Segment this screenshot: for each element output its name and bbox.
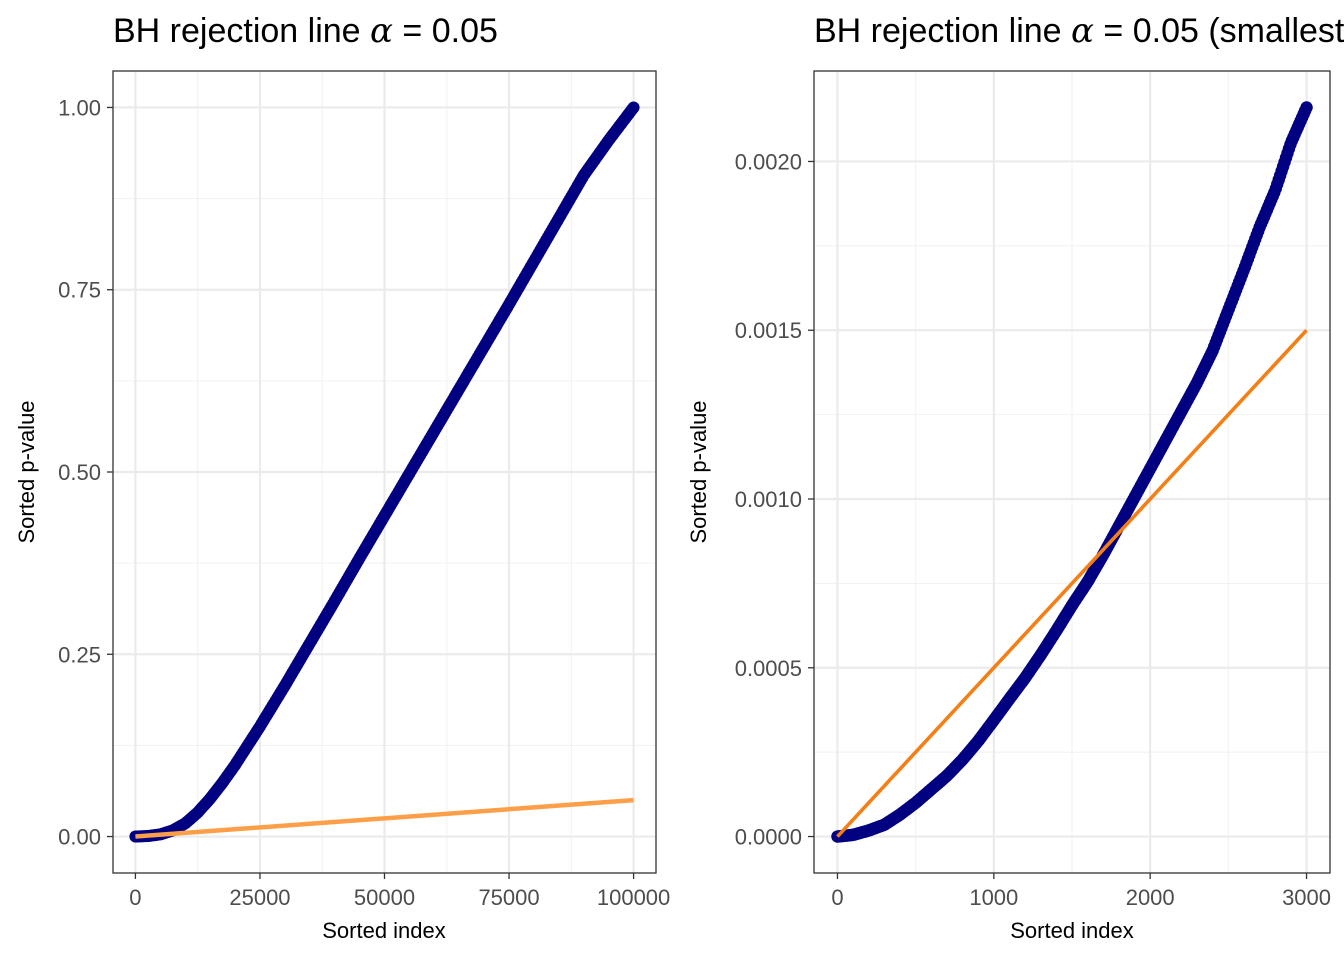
panel-right-title: BH rejection line α = 0.05 (smallest (814, 11, 1344, 51)
panel-left-y-tick-label: 0.75 (58, 278, 101, 303)
panel-right-grid (814, 71, 1330, 873)
panel-left-y-axis: 0.00 0.25 0.50 0.75 1.00 (58, 95, 113, 850)
panel-left-y-tick-label: 1.00 (58, 95, 101, 120)
panel-left-y-tick-label: 0.00 (58, 825, 101, 850)
panel-right-y-axis: 0.0000 0.0005 0.0010 0.0015 0.0020 (735, 149, 814, 850)
panel-left: BH rejection line α = 0.05 0 25000 50000 75… (14, 11, 670, 943)
panel-right-y-tick-label: 0.0015 (735, 318, 802, 343)
panel-left-title: BH rejection line α = 0.05 (113, 11, 498, 51)
panel-right-x-tick-label: 1000 (969, 885, 1018, 910)
panel-right-x-tick-label: 2000 (1126, 885, 1175, 910)
panel-left-x-tick-label: 50000 (354, 885, 415, 910)
panel-left-grid (113, 71, 656, 873)
panel-right-bh-rejection-line (836, 329, 1308, 838)
panel-right-sorted-pvalue-points (831, 101, 1313, 843)
panel-left-x-tick-label: 25000 (229, 885, 290, 910)
panel-left-x-tick-label: 0 (129, 885, 141, 910)
panel-left-marks (129, 101, 640, 843)
panel-left-y-axis-title: Sorted p-value (14, 400, 39, 543)
panel-left-x-tick-label: 100000 (597, 885, 670, 910)
panel-right-point (1300, 101, 1313, 114)
panel-left-x-tick-label: 75000 (478, 885, 539, 910)
panel-right-border (813, 70, 1331, 874)
panel-right-y-tick-label: 0.0020 (735, 149, 802, 174)
panel-left-point (627, 101, 640, 114)
panel-right: BH rejection line α = 0.05 (smallest 0 10… (686, 11, 1344, 943)
panel-left-y-tick-label: 0.25 (58, 642, 101, 667)
panel-left-x-axis-title: Sorted index (322, 918, 446, 943)
panel-right-x-axis: 0 1000 2000 3000 (831, 873, 1331, 910)
panel-right-y-axis-title: Sorted p-value (686, 400, 711, 543)
panel-left-y-tick-label: 0.50 (58, 460, 101, 485)
panel-right-y-tick-label: 0.0010 (735, 487, 802, 512)
panel-right-y-tick-label: 0.0005 (735, 656, 802, 681)
panel-left-bh-rejection-line (135, 797, 634, 839)
panel-right-marks (831, 101, 1313, 843)
panel-right-x-tick-label: 3000 (1282, 885, 1331, 910)
panel-left-x-axis: 0 25000 50000 75000 100000 (129, 873, 670, 910)
panel-right-y-tick-label: 0.0000 (735, 825, 802, 850)
panel-right-x-axis-title: Sorted index (1010, 918, 1134, 943)
panel-right-x-tick-label: 0 (831, 885, 843, 910)
